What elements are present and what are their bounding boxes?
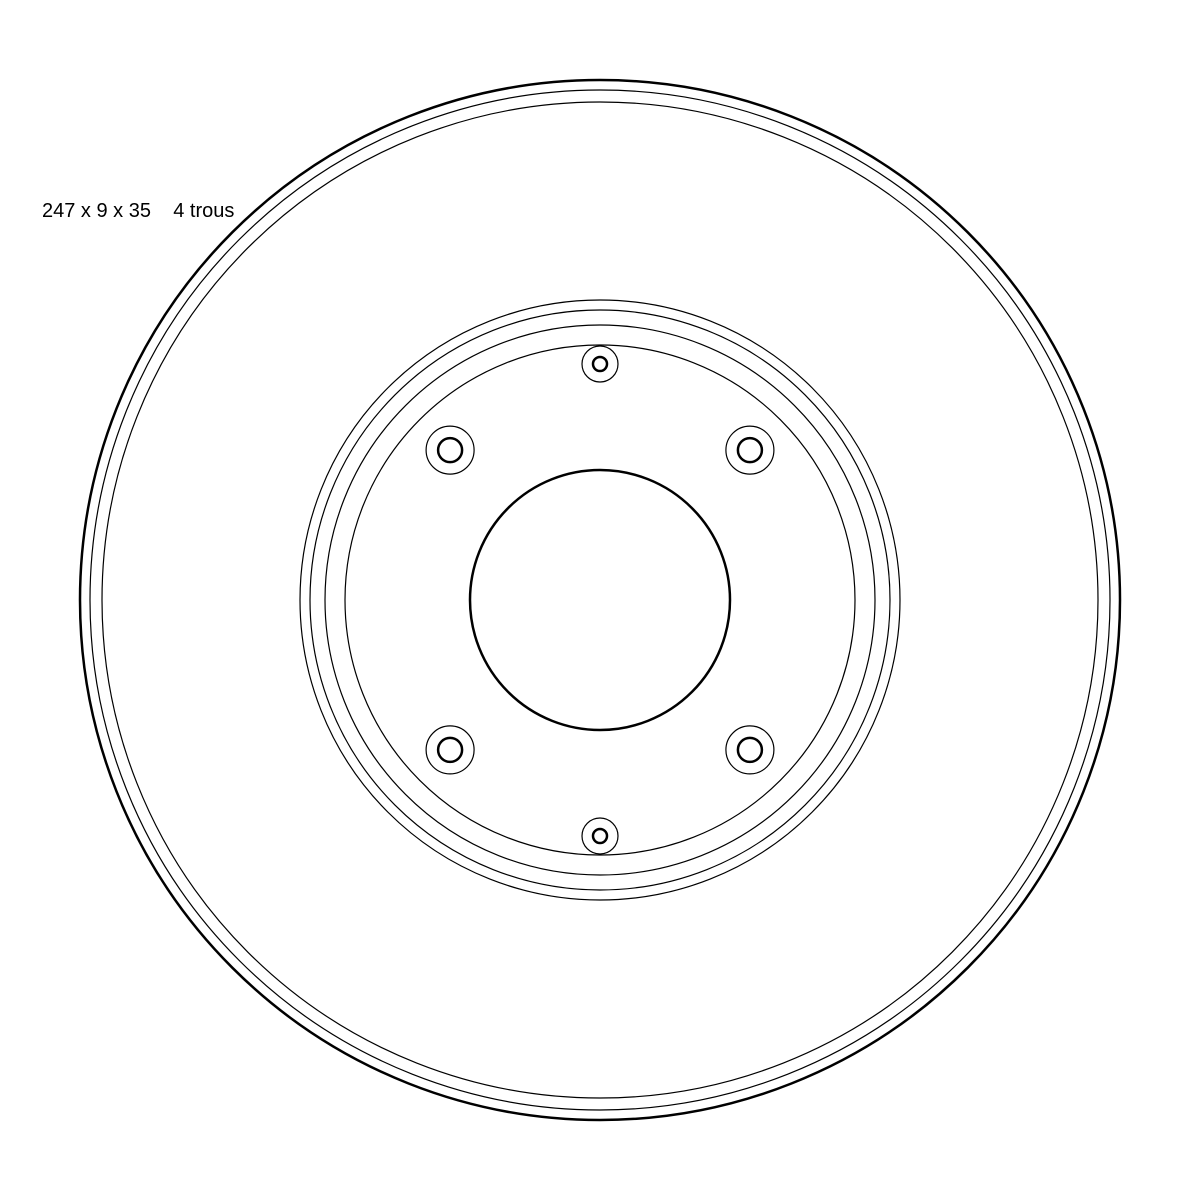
screw-countersink-0 — [582, 818, 618, 854]
hub-ridge — [345, 345, 855, 855]
friction-inner — [300, 300, 900, 900]
spec-label: 247 x 9 x 35 4 trous — [42, 200, 234, 223]
outer-diameter — [80, 80, 1120, 1120]
bolt-hole-3 — [738, 438, 762, 462]
center-bore — [470, 470, 730, 730]
brake-disc-diagram: 247 x 9 x 35 4 trous — [0, 0, 1200, 1200]
rim-step — [102, 102, 1098, 1098]
bolt-hole-0 — [738, 738, 762, 762]
holes-text: 4 trous — [173, 200, 234, 222]
disc-drawing — [0, 0, 1200, 1200]
hub-face-inner — [325, 325, 875, 875]
hub-face-outer — [310, 310, 890, 890]
bolt-hole-chamfer-3 — [726, 426, 774, 474]
bolt-hole-1 — [438, 738, 462, 762]
bolt-hole-chamfer-0 — [726, 726, 774, 774]
outer-edge — [90, 90, 1110, 1110]
screw-hole-0 — [593, 829, 607, 843]
dimensions-text: 247 x 9 x 35 — [42, 200, 151, 222]
bolt-hole-chamfer-1 — [426, 726, 474, 774]
screw-countersink-1 — [582, 346, 618, 382]
bolt-hole-chamfer-2 — [426, 426, 474, 474]
bolt-hole-2 — [438, 438, 462, 462]
screw-hole-1 — [593, 357, 607, 371]
